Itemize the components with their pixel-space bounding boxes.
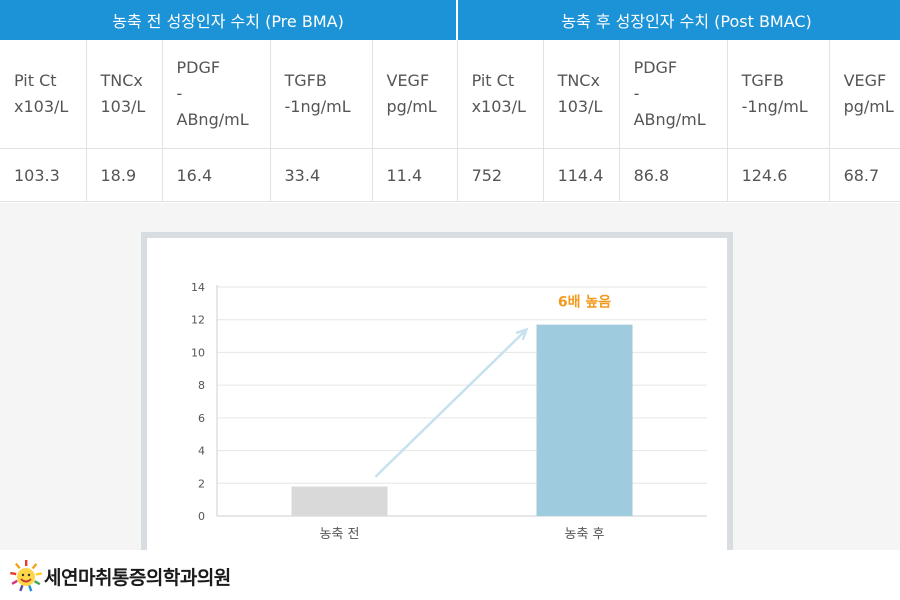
y-tick-label: 6: [198, 412, 205, 425]
y-tick-label: 14: [191, 281, 205, 294]
y-tick-label: 2: [198, 477, 205, 490]
col-header-post-pdgf: PDGF - ABng/mL: [619, 40, 728, 149]
table-cell: 68.7: [829, 148, 900, 202]
x-tick-label: 농축 후: [564, 527, 604, 542]
y-tick-label: 12: [191, 314, 205, 327]
col-header-pre-tnc: TNCx 103/L: [86, 40, 163, 149]
clinic-logo: 세연마취통증의학과의원: [10, 558, 231, 594]
group-header-post: 농축 후 성장인자 수치 (Post BMAC): [457, 0, 900, 40]
trend-arrow-head: [515, 327, 529, 341]
table-cell: 18.9: [86, 148, 163, 202]
y-tick-label: 8: [198, 379, 205, 392]
x-tick-label: 농축 전: [319, 527, 359, 542]
y-tick-label: 4: [198, 445, 205, 458]
bar-chart: 0 2 4 6 8 10 12 14 농축 전 농축 후 6배 높음: [191, 281, 707, 542]
table-cell: 103.3: [0, 148, 87, 202]
table-row: 103.3 18.9 16.4 33.4 11.4 752 114.4 86.8…: [0, 148, 900, 202]
col-header-pre-pdgf: PDGF - ABng/mL: [162, 40, 271, 149]
table-cell: 33.4: [270, 148, 373, 202]
col-header-pre-plt: Pit Ct x103/L: [0, 40, 87, 149]
sun-face-logo-icon: [10, 560, 42, 592]
group-header-row: 농축 전 성장인자 수치 (Pre BMA) 농축 후 성장인자 수치 (Pos…: [0, 0, 900, 40]
col-header-post-tgfb: TGFB -1ng/mL: [727, 40, 830, 149]
table-cell: 16.4: [162, 148, 271, 202]
col-header-post-vegf: VEGF pg/mL: [829, 40, 900, 149]
bar: [536, 324, 633, 516]
table-cell: 86.8: [619, 148, 728, 202]
col-header-post-plt: Pit Ct x103/L: [457, 40, 544, 149]
table-cell: 11.4: [372, 148, 458, 202]
table-cell: 114.4: [543, 148, 620, 202]
clinic-name: 세연마취통증의학과의원: [44, 566, 231, 589]
bar: [291, 486, 388, 516]
col-header-pre-tgfb: TGFB -1ng/mL: [270, 40, 373, 149]
table-cell: 752: [457, 148, 544, 202]
col-header-pre-vegf: VEGF pg/mL: [372, 40, 458, 149]
trend-arrow-shaft: [374, 328, 528, 478]
growth-factor-table: 농축 전 성장인자 수치 (Pre BMA) 농축 후 성장인자 수치 (Pos…: [0, 0, 900, 202]
growth-factor-table-wrap: 농축 전 성장인자 수치 (Pre BMA) 농축 후 성장인자 수치 (Pos…: [0, 0, 900, 203]
group-header-pre: 농축 전 성장인자 수치 (Pre BMA): [0, 0, 459, 40]
col-header-post-tnc: TNCx 103/L: [543, 40, 620, 149]
annotation-label: 6배 높음: [558, 295, 611, 311]
table-cell: 124.6: [727, 148, 830, 202]
y-tick-label: 0: [198, 510, 205, 523]
y-tick-label: 10: [191, 346, 205, 359]
column-header-row: Pit Ct x103/L TNCx 103/L PDGF - ABng/mL …: [0, 40, 900, 149]
chart-card: 0 2 4 6 8 10 12 14 농축 전 농축 후 6배 높음: [141, 232, 733, 550]
